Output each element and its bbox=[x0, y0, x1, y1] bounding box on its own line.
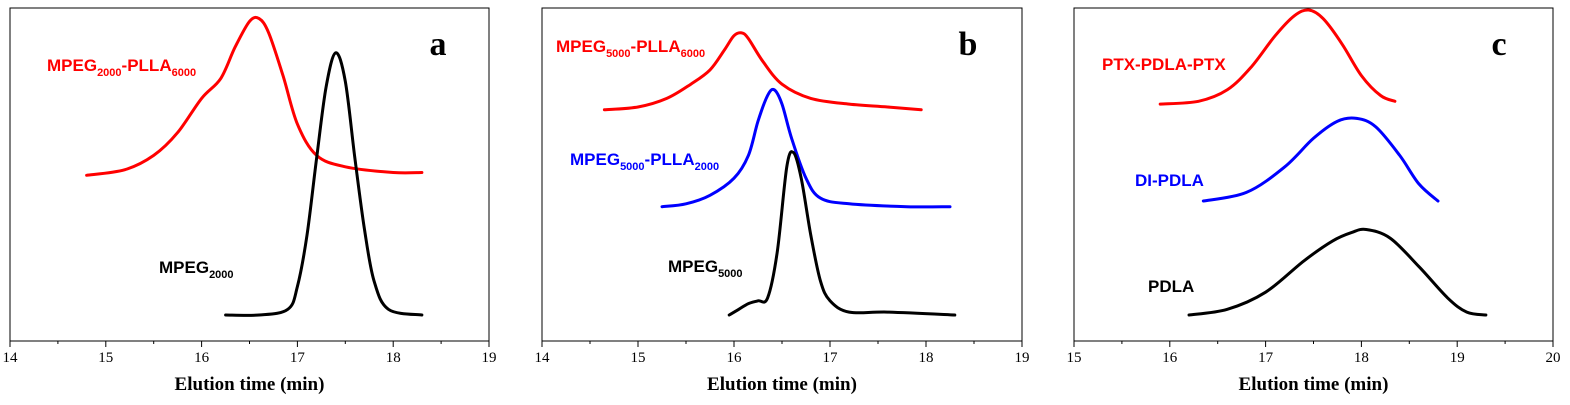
series-line bbox=[660, 87, 952, 209]
x-tick-label: 18 bbox=[386, 350, 401, 366]
panel-a: 14 15 16 17 18 19 Elution time (min) a MPEG2000-… bbox=[3, 7, 497, 395]
series-label: MPEG2000-PLLA6000 bbox=[47, 56, 196, 79]
series-line bbox=[85, 15, 424, 177]
series-label: MPEG5000-PLLA2000 bbox=[570, 150, 719, 173]
series-line bbox=[1158, 8, 1397, 106]
x-tick-label: 16 bbox=[727, 350, 743, 366]
x-tick-label: 14 bbox=[535, 350, 551, 366]
series-line bbox=[602, 31, 923, 112]
series-line bbox=[224, 51, 424, 317]
x-tick-label: 17 bbox=[290, 350, 306, 366]
series-line bbox=[1187, 227, 1488, 317]
panel-c: 15 16 17 18 19 20 Elution time (min) c PTX-PDLA-… bbox=[1067, 7, 1561, 395]
panel-label: a bbox=[430, 26, 447, 63]
x-tick-label: 19 bbox=[482, 350, 497, 366]
x-axis-title: Elution time (min) bbox=[175, 374, 325, 395]
x-tick-label: 17 bbox=[823, 350, 839, 366]
series-label: DI-PDLA bbox=[1135, 171, 1204, 190]
x-tick-label: 15 bbox=[1067, 350, 1082, 366]
x-tick-label: 20 bbox=[1546, 350, 1561, 366]
series-label: PDLA bbox=[1148, 277, 1194, 296]
x-tick-label: 16 bbox=[1162, 350, 1178, 366]
panel-label: c bbox=[1491, 26, 1506, 63]
series-label: PTX-PDLA-PTX bbox=[1102, 55, 1226, 74]
series-label: MPEG5000 bbox=[668, 257, 743, 280]
series-line bbox=[727, 150, 957, 317]
x-axis-title: Elution time (min) bbox=[707, 374, 857, 395]
x-tick-label: 15 bbox=[98, 350, 113, 366]
x-axis-title: Elution time (min) bbox=[1239, 374, 1389, 395]
x-tick-label: 16 bbox=[194, 350, 210, 366]
x-tick-label: 17 bbox=[1258, 350, 1274, 366]
panel-b: 14 15 16 17 18 19 Elution time (min) b MPEG5000-… bbox=[535, 7, 1030, 395]
panel-label: b bbox=[959, 26, 978, 63]
x-tick-label: 18 bbox=[919, 350, 934, 366]
x-tick-label: 15 bbox=[631, 350, 646, 366]
x-tick-label: 19 bbox=[1450, 350, 1465, 366]
series-label: MPEG2000 bbox=[159, 258, 234, 281]
series-label: MPEG5000-PLLA6000 bbox=[556, 37, 705, 60]
x-tick-label: 18 bbox=[1354, 350, 1369, 366]
x-tick-label: 19 bbox=[1015, 350, 1030, 366]
x-tick-label: 14 bbox=[3, 350, 19, 366]
series-line bbox=[1201, 116, 1440, 203]
